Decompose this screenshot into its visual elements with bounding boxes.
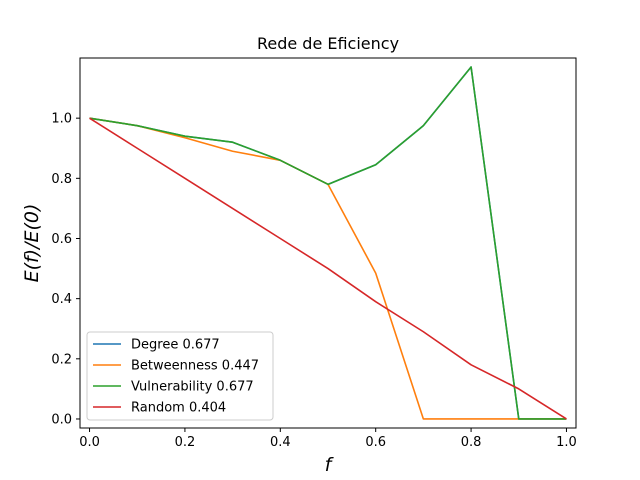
x-tick-label: 0.8 [461, 435, 482, 450]
legend-box [86, 331, 274, 421]
legend: Degree 0.677 Betweenness 0.447 Vulnerabili… [86, 331, 274, 421]
x-tick-label: 0.0 [79, 435, 100, 450]
y-tick-label: 0.6 [51, 232, 72, 247]
y-tick-label: 0.0 [51, 412, 72, 427]
y-tick-label: 1.0 [51, 112, 72, 127]
x-tick-label: 0.4 [270, 435, 291, 450]
x-axis-ticks: 0.0 0.2 0.4 0.6 0.8 1.0 [79, 428, 577, 450]
y-tick-label: 0.2 [51, 352, 72, 367]
legend-label-1: Betweenness 0.447 [131, 359, 259, 374]
x-tick-label: 0.2 [175, 435, 196, 450]
series-lines [89, 66, 567, 420]
y-tick-label: 0.4 [51, 292, 72, 307]
legend-label-0: Degree 0.677 [131, 338, 220, 353]
x-tick-label: 1.0 [556, 435, 577, 450]
y-axis-label: E(f)/E(0) [21, 204, 43, 283]
legend-label-2: Vulnerability 0.677 [131, 380, 254, 395]
plot-frame [79, 57, 577, 429]
y-tick-label: 0.8 [51, 172, 72, 187]
legend-label-3: Random 0.404 [131, 401, 226, 416]
y-axis-ticks: 0.0 0.2 0.4 0.6 0.8 1.0 [51, 112, 80, 427]
series-line-3 [89, 117, 567, 420]
chart-title: Rede de Eficiency [257, 34, 399, 53]
x-axis-label: f [325, 454, 335, 476]
x-tick-label: 0.6 [365, 435, 386, 450]
series-line-2 [89, 66, 567, 420]
